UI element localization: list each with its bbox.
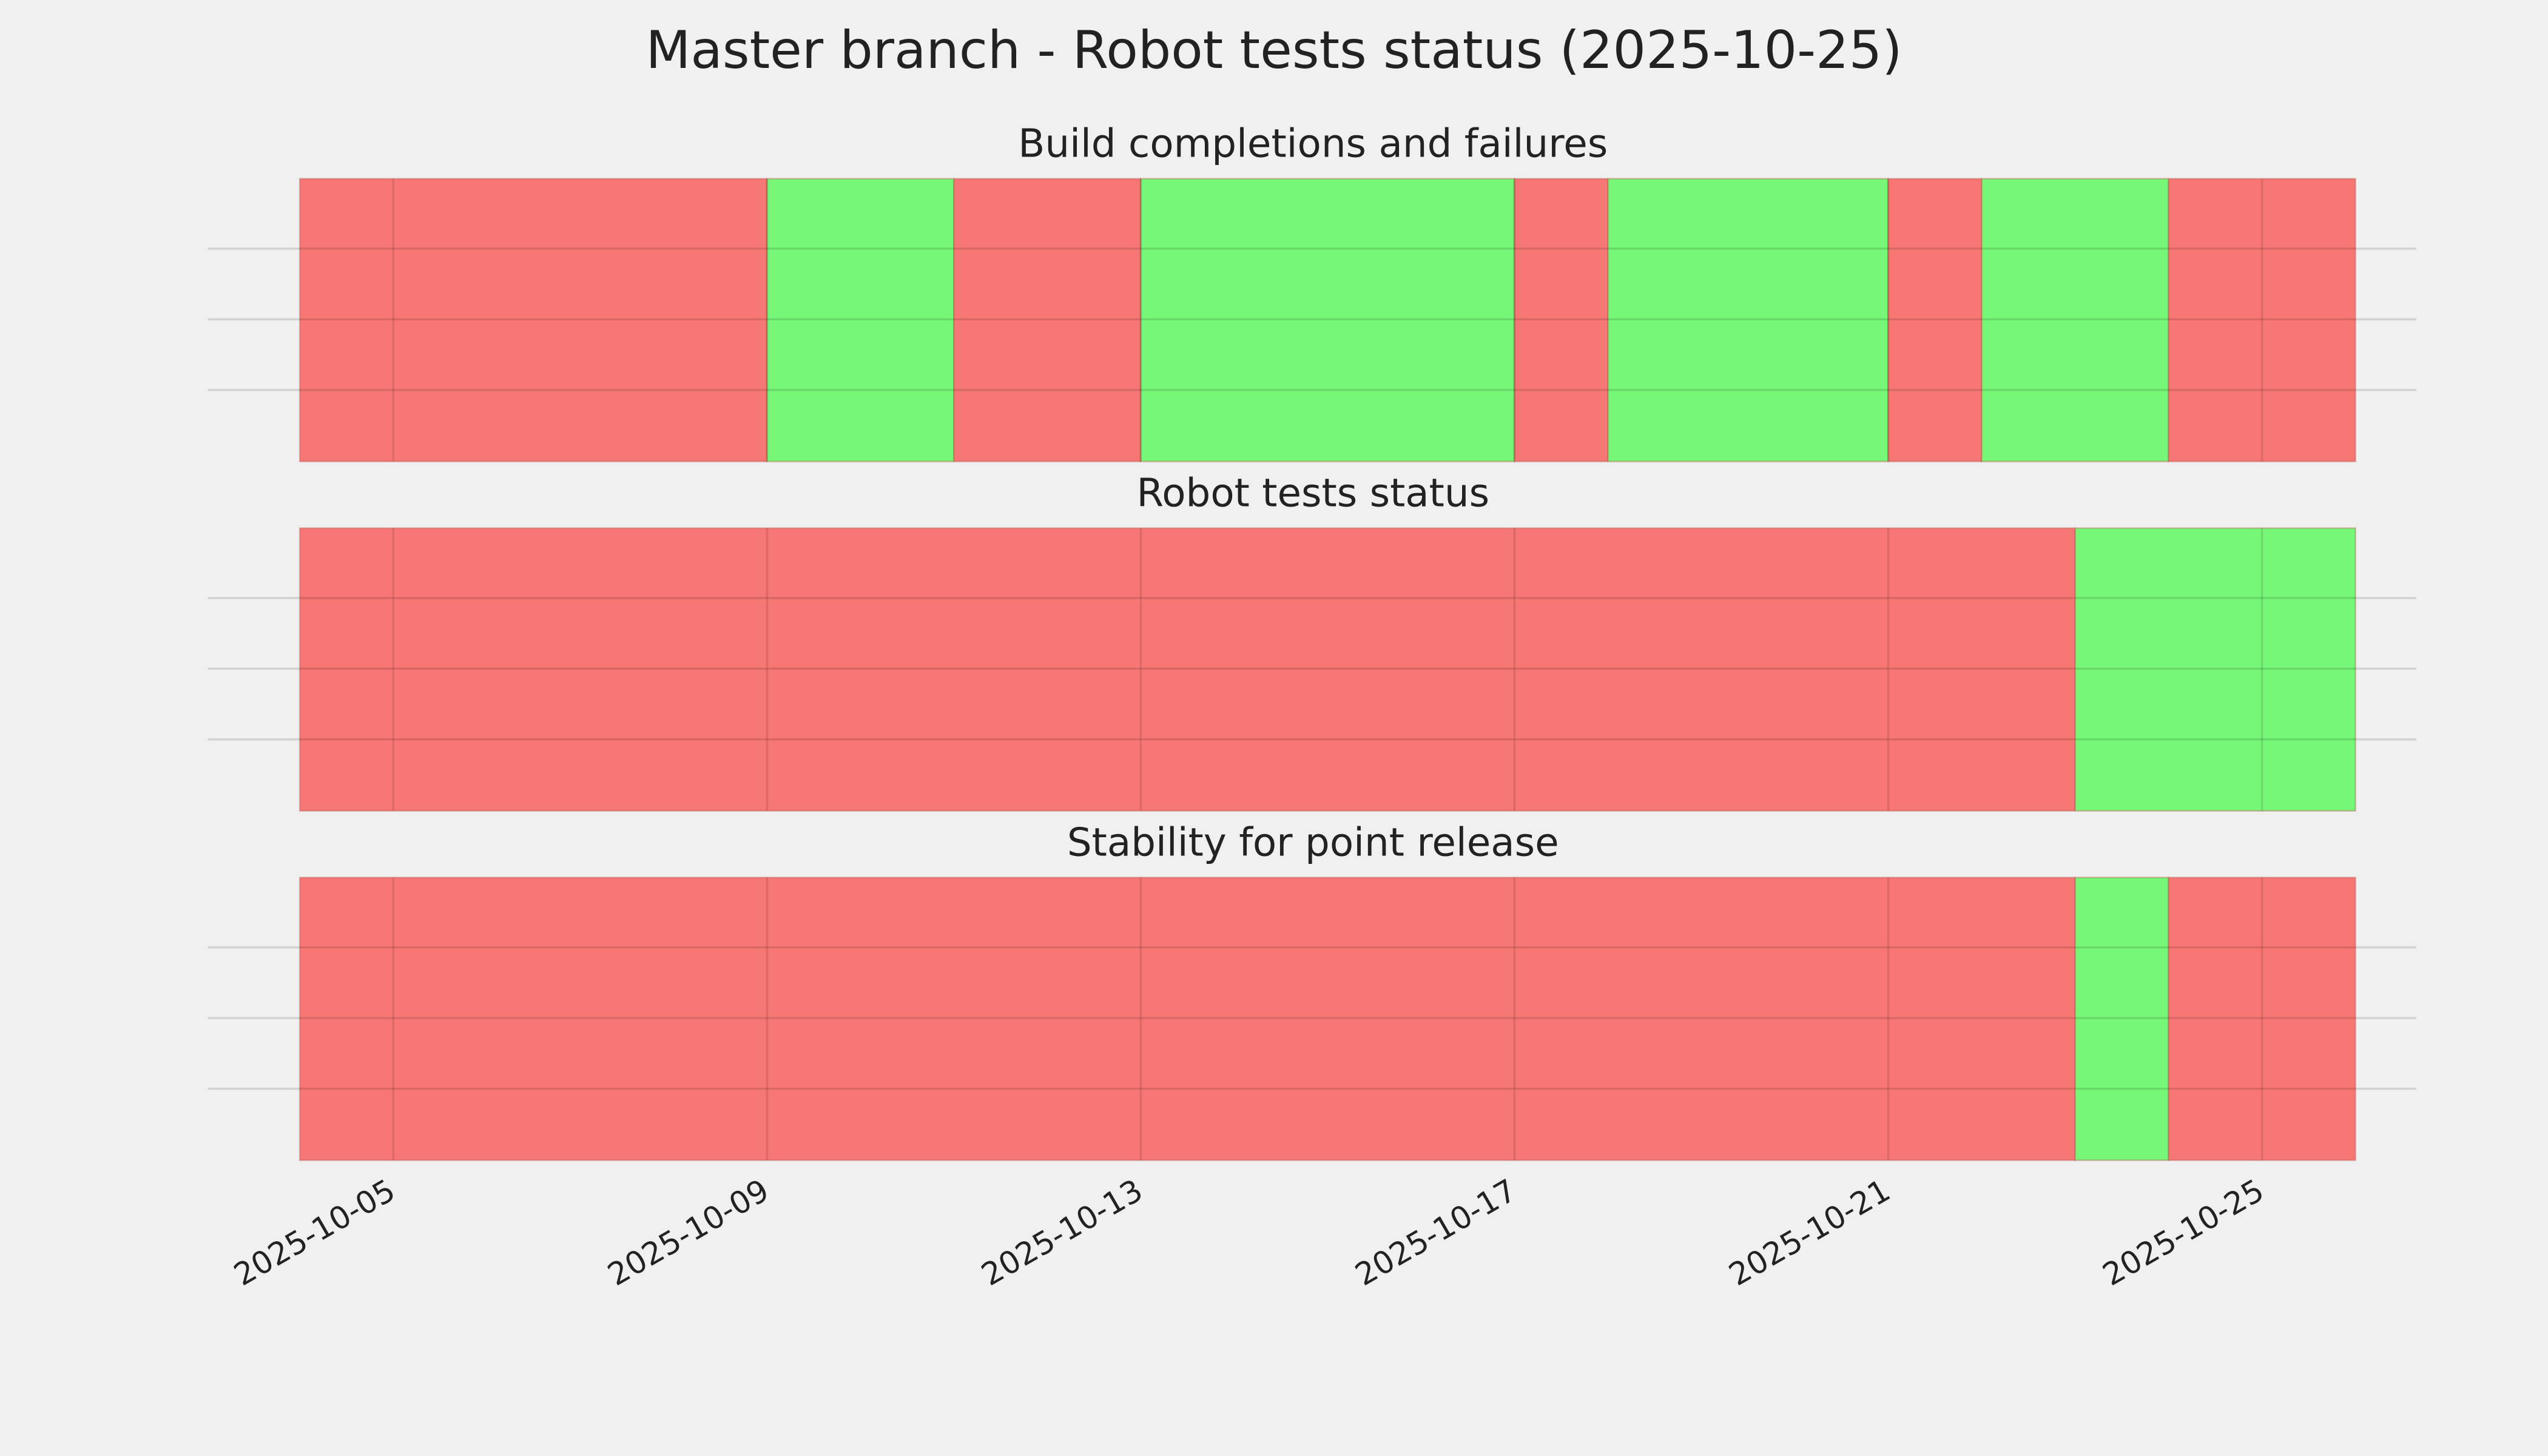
- status-segment: [952, 178, 1142, 463]
- status-segment: [766, 178, 955, 463]
- status-segment: [2074, 877, 2169, 1161]
- status-segment: [2074, 527, 2356, 812]
- chart-title: Master branch - Robot tests status (2025…: [645, 20, 1902, 81]
- status-segment: [2168, 178, 2356, 463]
- status-segment: [1140, 178, 1515, 463]
- status-segment: [298, 877, 2076, 1161]
- panel-title: Stability for point release: [1067, 820, 1559, 865]
- status-segment: [1514, 178, 1609, 463]
- status-segment: [2168, 877, 2356, 1161]
- panel-title: Robot tests status: [1136, 471, 1489, 516]
- panel-title: Build completions and failures: [1018, 121, 1608, 167]
- status-segment: [1887, 178, 1983, 463]
- status-segment: [1981, 178, 2169, 463]
- status-segment: [298, 178, 768, 463]
- status-segment: [298, 527, 2076, 812]
- status-segment: [1607, 178, 1889, 463]
